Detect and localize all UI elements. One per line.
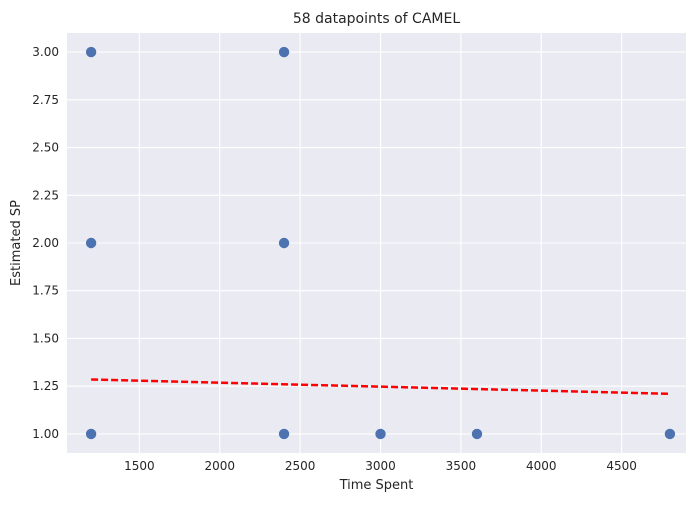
data-point <box>278 428 290 440</box>
x-tick-label: 2000 <box>204 459 235 473</box>
x-tick-label: 2500 <box>285 459 316 473</box>
y-tick-label: 1.50 <box>32 331 59 345</box>
y-tick-label: 1.00 <box>32 427 59 441</box>
y-tick-label: 2.00 <box>32 236 59 250</box>
y-tick-label: 3.00 <box>32 45 59 59</box>
grid-lines <box>67 33 686 453</box>
y-tick-label: 1.75 <box>32 284 59 298</box>
x-tick-label: 3500 <box>446 459 477 473</box>
data-point <box>85 46 97 58</box>
data-point <box>278 237 290 249</box>
y-tick-labels: 1.00 1.25 1.50 1.75 2.00 2.25 2.50 2.75 3.00 <box>32 45 59 441</box>
data-point <box>664 428 676 440</box>
y-tick-label: 2.50 <box>32 141 59 155</box>
y-tick-label: 1.25 <box>32 379 59 393</box>
data-point <box>471 428 483 440</box>
data-point <box>85 237 97 249</box>
trendline-group <box>91 378 670 396</box>
x-axis-title: Time Spent <box>339 478 414 493</box>
trendline <box>91 378 670 396</box>
x-tick-label: 4500 <box>606 459 637 473</box>
x-tick-label: 4000 <box>526 459 557 473</box>
chart-title: 58 datapoints of CAMEL <box>293 11 460 27</box>
x-tick-label: 1500 <box>124 459 155 473</box>
y-axis-title: Estimated SP <box>9 200 24 286</box>
data-point <box>278 46 290 58</box>
x-tick-label: 3000 <box>365 459 396 473</box>
data-point <box>375 428 386 440</box>
data-point <box>85 428 97 440</box>
y-tick-label: 2.75 <box>32 93 59 107</box>
y-tick-label: 2.25 <box>32 188 59 202</box>
data-points <box>85 46 676 440</box>
x-tick-labels: 1500 2000 2500 3000 3500 4000 4500 <box>124 459 637 473</box>
